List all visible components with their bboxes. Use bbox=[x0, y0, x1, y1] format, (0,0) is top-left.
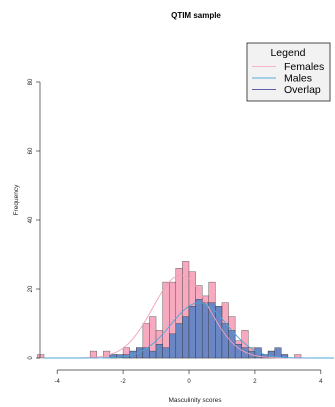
male-bar bbox=[182, 316, 190, 359]
x-tick-label: -2 bbox=[120, 379, 126, 385]
y-tick-label: 0 bbox=[28, 356, 34, 360]
y-tick-label: 60 bbox=[28, 147, 34, 154]
male-bar bbox=[267, 350, 275, 359]
x-tick-label: -4 bbox=[55, 379, 61, 385]
legend-label-overlap: Overlap bbox=[284, 84, 321, 96]
male-bar bbox=[221, 323, 229, 359]
x-tick-label: 0 bbox=[187, 379, 191, 385]
male-bar bbox=[175, 323, 183, 359]
female-bar bbox=[37, 354, 45, 359]
male-bar bbox=[215, 306, 223, 359]
male-bar bbox=[188, 306, 196, 359]
legend-label-males: Males bbox=[284, 73, 312, 85]
male-bar bbox=[254, 347, 262, 359]
plot-area bbox=[37, 261, 334, 359]
chart-title: QTIM sample bbox=[171, 11, 221, 20]
male-bar bbox=[155, 344, 163, 359]
male-bar bbox=[149, 350, 157, 359]
male-bar bbox=[201, 302, 209, 359]
y-tick-label: 20 bbox=[28, 285, 34, 292]
y-axis-label: Frequency bbox=[13, 184, 20, 215]
x-tick-label: 2 bbox=[253, 379, 257, 385]
male-bar bbox=[169, 333, 177, 359]
legend-box bbox=[246, 42, 331, 102]
legend-title: Legend bbox=[270, 47, 305, 59]
x-tick-label: 4 bbox=[319, 379, 323, 385]
y-tick-label: 80 bbox=[28, 78, 34, 85]
legend-label-females: Females bbox=[284, 61, 324, 73]
male-bar bbox=[142, 347, 150, 359]
female-bar bbox=[162, 281, 170, 359]
male-bar bbox=[195, 299, 203, 359]
male-density-curve bbox=[44, 302, 334, 359]
male-bar bbox=[162, 347, 170, 359]
y-tick-label: 40 bbox=[28, 216, 34, 223]
x-axis-label: Masculinity scores bbox=[168, 397, 222, 404]
